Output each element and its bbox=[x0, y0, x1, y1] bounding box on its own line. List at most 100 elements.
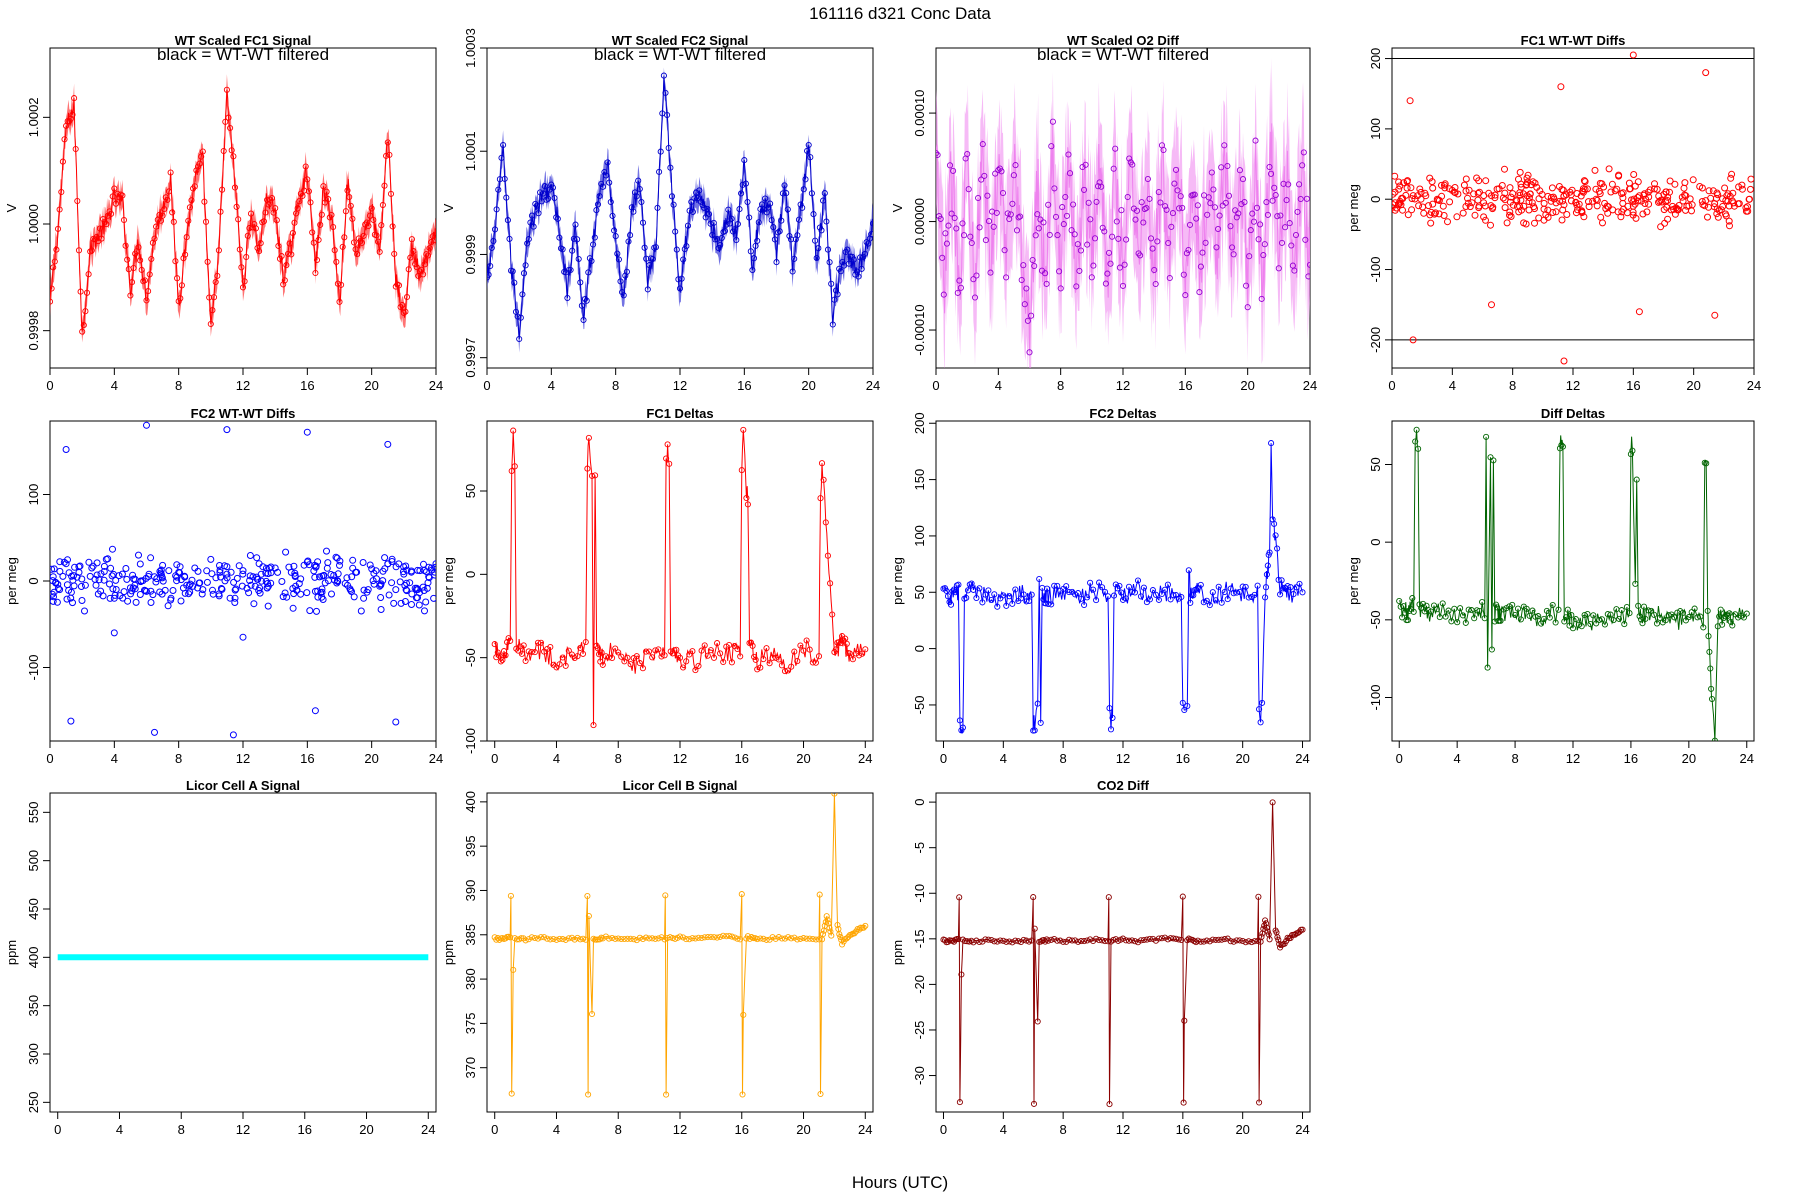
data-point bbox=[565, 647, 572, 654]
data-point bbox=[1506, 208, 1514, 216]
data-point bbox=[819, 931, 827, 938]
data-point bbox=[627, 661, 634, 668]
data-point bbox=[1160, 146, 1167, 154]
data-point bbox=[580, 316, 587, 324]
data-point bbox=[285, 563, 293, 571]
plot-area bbox=[940, 440, 1306, 734]
data-point bbox=[1118, 207, 1125, 214]
data-point bbox=[282, 548, 290, 556]
data-point bbox=[549, 184, 556, 191]
data-point bbox=[1634, 194, 1642, 201]
data-point bbox=[1430, 602, 1438, 609]
data-point bbox=[623, 268, 630, 275]
data-point bbox=[1101, 938, 1109, 945]
data-point bbox=[511, 279, 518, 286]
data-point bbox=[1560, 201, 1568, 209]
data-point bbox=[1482, 177, 1490, 185]
data-point bbox=[219, 186, 226, 193]
data-point bbox=[1207, 200, 1214, 207]
data-point bbox=[614, 250, 621, 257]
data-point bbox=[1028, 591, 1035, 598]
data-point bbox=[1441, 180, 1449, 188]
data-point bbox=[1411, 195, 1419, 203]
data-point bbox=[1165, 239, 1172, 247]
data-point bbox=[1669, 202, 1677, 210]
data-point bbox=[1060, 221, 1067, 228]
data-point bbox=[1581, 611, 1588, 619]
data-point bbox=[103, 221, 110, 228]
data-point bbox=[1540, 205, 1548, 213]
data-point bbox=[662, 892, 669, 899]
data-point bbox=[101, 219, 108, 226]
data-point bbox=[1724, 190, 1732, 198]
data-point bbox=[1218, 936, 1225, 943]
data-point bbox=[186, 204, 193, 211]
data-point bbox=[281, 277, 288, 284]
data-point bbox=[750, 935, 757, 942]
data-point bbox=[683, 243, 690, 250]
data-point bbox=[1187, 599, 1194, 606]
data-point bbox=[824, 552, 831, 559]
data-point bbox=[805, 141, 812, 149]
data-point bbox=[991, 938, 998, 945]
data-point bbox=[135, 244, 142, 251]
data-point bbox=[534, 639, 542, 646]
x-tick-label: 16 bbox=[298, 1122, 312, 1137]
data-point bbox=[149, 239, 156, 246]
data-point bbox=[668, 193, 676, 200]
data-point bbox=[109, 585, 117, 593]
data-point bbox=[1729, 622, 1736, 629]
data-point bbox=[181, 589, 189, 597]
data-point bbox=[612, 233, 619, 240]
data-point bbox=[1681, 179, 1689, 187]
data-point bbox=[1568, 611, 1575, 619]
data-point bbox=[1264, 211, 1271, 218]
data-point bbox=[559, 654, 566, 661]
data-point bbox=[145, 288, 152, 295]
data-point bbox=[376, 248, 383, 255]
data-point bbox=[675, 276, 682, 283]
data-point bbox=[681, 246, 688, 253]
data-point bbox=[1679, 609, 1687, 616]
y-tick-label: -20 bbox=[912, 975, 927, 994]
data-point bbox=[1026, 349, 1033, 356]
data-point bbox=[979, 141, 986, 148]
data-point bbox=[781, 182, 788, 189]
panel-title: FC1 WT-WT Diffs bbox=[1521, 33, 1626, 48]
data-point bbox=[1131, 589, 1139, 596]
data-point bbox=[660, 72, 667, 79]
data-point bbox=[1476, 607, 1483, 615]
data-point bbox=[508, 467, 515, 475]
data-point bbox=[728, 215, 735, 222]
data-point bbox=[599, 935, 606, 942]
data-point bbox=[1088, 274, 1095, 281]
data-point bbox=[863, 239, 870, 246]
data-point bbox=[499, 656, 506, 664]
data-point bbox=[158, 590, 166, 598]
data-point bbox=[183, 234, 190, 241]
data-point bbox=[1262, 584, 1270, 591]
data-point bbox=[185, 217, 192, 224]
panel-title: Licor Cell A Signal bbox=[186, 778, 300, 793]
data-point bbox=[1579, 185, 1587, 193]
data-point bbox=[953, 225, 960, 232]
data-point bbox=[1161, 586, 1168, 593]
data-point bbox=[130, 264, 137, 272]
data-point bbox=[1714, 213, 1722, 221]
data-point bbox=[304, 176, 311, 183]
data-point bbox=[112, 200, 119, 207]
data-point bbox=[676, 933, 684, 940]
data-point bbox=[50, 573, 57, 581]
data-point bbox=[655, 935, 662, 942]
data-point bbox=[725, 206, 732, 213]
data-point bbox=[1459, 612, 1467, 619]
data-point bbox=[578, 302, 585, 309]
y-tick-label: -100 bbox=[463, 728, 478, 754]
data-point bbox=[136, 591, 144, 598]
data-point bbox=[943, 240, 950, 247]
data-point bbox=[336, 561, 343, 569]
data-point bbox=[1573, 201, 1581, 209]
data-point bbox=[432, 560, 436, 568]
